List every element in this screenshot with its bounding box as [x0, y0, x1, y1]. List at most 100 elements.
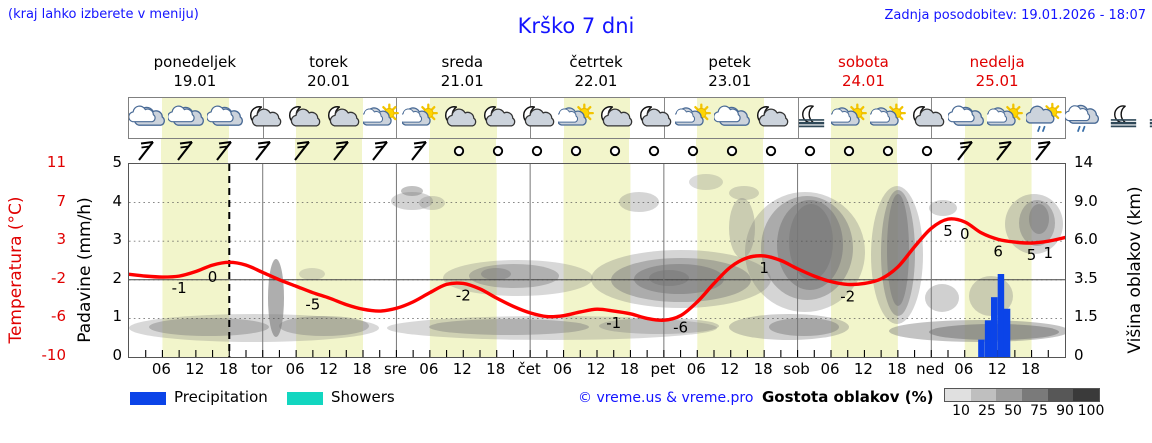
cloud-density-swatch — [996, 389, 1023, 401]
moon-cloud-icon — [597, 98, 636, 140]
precipitation-tick-label: 1 — [112, 307, 122, 326]
cloud-density-color-bar — [944, 388, 1100, 402]
day-header-name: četrtek — [569, 53, 623, 71]
cloudy-icon — [713, 98, 753, 140]
day-header-date: 23.01 — [708, 72, 752, 90]
temperature-tick-label: 3 — [56, 230, 66, 249]
x-tick-label: 06 — [553, 360, 573, 378]
day-header-date: 24.01 — [841, 72, 885, 90]
x-tick-label: 12 — [987, 360, 1007, 378]
svg-text:5: 5 — [943, 222, 953, 240]
moon-fog-icon — [1104, 98, 1143, 140]
cloudheight-tick-label: 1.5 — [1074, 307, 1098, 326]
temperature-tick-label: -2 — [51, 268, 66, 287]
temperature-axis-title-label: Temperatura (°C) — [6, 196, 26, 344]
moon-cloud-icon — [441, 98, 480, 140]
sun-cloud-icon — [554, 98, 597, 140]
day-header-name: torek — [309, 53, 348, 71]
wind-calm-icon — [674, 139, 713, 163]
cloud-density-scale-label: 100 — [1077, 403, 1105, 419]
day-header: sreda 21.01 — [395, 53, 529, 91]
moon-fog-icon — [1143, 98, 1152, 140]
x-tick-label: sre — [383, 360, 407, 378]
svg-text:-1: -1 — [172, 279, 187, 297]
svg-text:0: 0 — [960, 225, 970, 243]
x-tick-label: 12 — [319, 360, 339, 378]
cloud-density-swatch — [1047, 389, 1074, 401]
temperature-tick-label: -10 — [41, 346, 67, 364]
legend-precipitation-label: Precipitation — [174, 388, 268, 406]
day-header: nedelja 25.01 — [930, 53, 1064, 91]
x-tick-label: 18 — [486, 360, 506, 378]
x-tick-label: 18 — [619, 360, 639, 378]
cloud-density-scale-label: 25 — [978, 403, 996, 419]
cloudy-icon — [167, 98, 207, 140]
temperature-tick-label: 11 — [46, 153, 66, 171]
sun-cloud-icon — [866, 98, 909, 140]
x-tick-label: 18 — [753, 360, 773, 378]
wind-calm-icon — [440, 139, 479, 163]
legend-showers-swatch — [287, 392, 323, 405]
moon-cloud-icon — [324, 98, 363, 140]
svg-text:1: 1 — [1044, 244, 1054, 262]
last-updated-text: Zadnja posodobitev: 19.01.2026 - 18:07 — [884, 8, 1146, 23]
wind-barb-icon — [284, 139, 323, 163]
x-tick-label: sob — [783, 360, 810, 378]
svg-text:1: 1 — [759, 259, 769, 277]
x-tick-label: 18 — [352, 360, 372, 378]
cloud-density-scale-label: 10 — [952, 403, 970, 419]
wind-barb-icon — [362, 139, 401, 163]
svg-text:6: 6 — [993, 242, 1003, 260]
day-separator — [797, 98, 799, 138]
x-tick-label: 12 — [586, 360, 606, 378]
cloud-density-swatch — [1073, 389, 1100, 401]
day-header: petek 23.01 — [663, 53, 797, 91]
x-tick-label: 06 — [285, 360, 305, 378]
cloud-density-legend-title: Gostota oblakov (%) — [762, 388, 934, 406]
precipitation-axis-title-label: Padavine (mm/h) — [75, 197, 95, 343]
x-tick-label: 06 — [151, 360, 171, 378]
wind-calm-icon — [752, 139, 791, 163]
x-tick-label: 06 — [419, 360, 439, 378]
day-header-date: 22.01 — [574, 72, 618, 90]
cloudy-icon — [206, 98, 246, 140]
x-tick-label: 18 — [887, 360, 907, 378]
x-tick-label: 12 — [452, 360, 472, 378]
wind-calm-icon — [713, 139, 752, 163]
sun-cloud-icon — [398, 98, 441, 140]
moon-cloud-icon — [753, 98, 792, 140]
precipitation-tick-label: 3 — [112, 230, 122, 249]
wind-barb-icon — [128, 139, 167, 163]
svg-text:-2: -2 — [840, 287, 855, 305]
wind-barb-icon — [986, 139, 1025, 163]
legend-precipitation-swatch — [130, 392, 166, 405]
day-header: torek 20.01 — [262, 53, 396, 91]
wind-calm-icon — [908, 139, 947, 163]
svg-text:-6: -6 — [673, 319, 688, 337]
cloudy-icon — [128, 98, 168, 140]
svg-text:5: 5 — [1027, 246, 1037, 264]
cloudheight-axis-title: Višina oblakov (km) — [1122, 172, 1148, 368]
day-headers: ponedeljek 19.01 torek 20.01 sreda 21.01 četrt… — [128, 53, 1066, 95]
x-tick-label: pet — [650, 360, 676, 378]
moon-cloud-icon — [519, 98, 558, 140]
x-tick-label: 18 — [1021, 360, 1041, 378]
moon-cloud-icon — [246, 98, 285, 140]
x-tick-label: 06 — [820, 360, 840, 378]
x-tick-label: ned — [916, 360, 945, 378]
day-header-name: nedelja — [969, 53, 1025, 71]
day-header-name: petek — [708, 53, 751, 71]
page-title: Krško 7 dni — [517, 14, 635, 38]
sun-cloud-icon — [359, 98, 402, 140]
sun-cloud-icon — [671, 98, 714, 140]
x-tick-label: 12 — [720, 360, 740, 378]
wind-calm-icon — [869, 139, 908, 163]
day-header: četrtek 22.01 — [529, 53, 663, 91]
x-tick-label: 06 — [954, 360, 974, 378]
day-separator — [396, 98, 398, 138]
legend-showers-label: Showers — [331, 388, 395, 406]
wind-barb-icon — [947, 139, 986, 163]
wind-barb-icon — [206, 139, 245, 163]
cloudy-icon — [947, 98, 987, 140]
day-header: ponedeljek 19.01 — [128, 53, 262, 91]
